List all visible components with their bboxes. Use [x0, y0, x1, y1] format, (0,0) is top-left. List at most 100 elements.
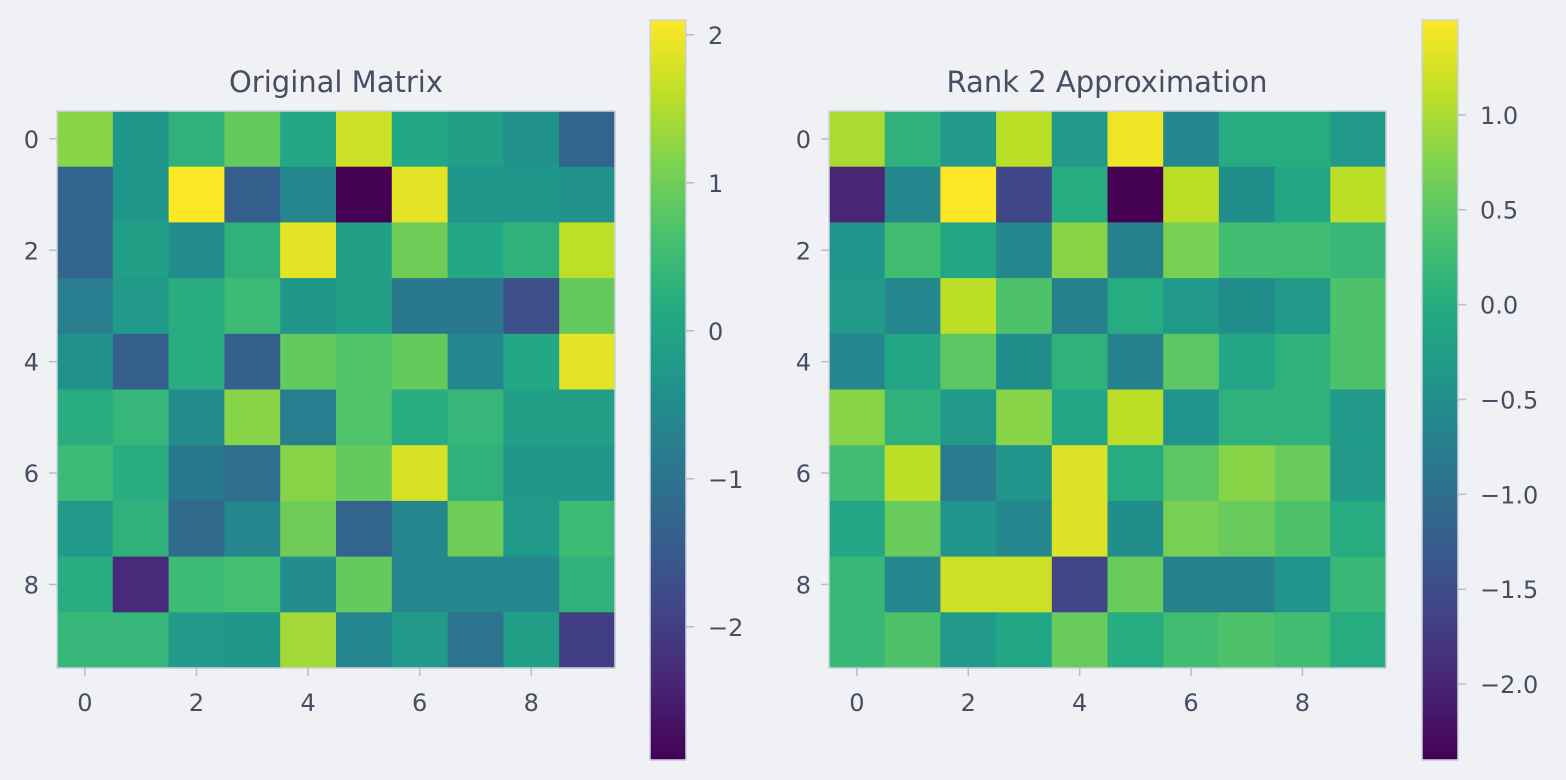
heatmap-cell	[1218, 278, 1276, 335]
heatmap-cell	[1051, 333, 1109, 391]
colorbar-segment	[1422, 365, 1458, 373]
heatmap-cell	[57, 500, 114, 558]
colorbar-segment	[650, 124, 686, 132]
colorbar-segment	[650, 192, 686, 200]
colorbar-segment	[1422, 599, 1458, 607]
heatmap-cell	[57, 389, 114, 446]
colorbar-segment	[650, 143, 686, 151]
heatmap-cell	[1107, 389, 1164, 446]
colorbar-segment	[650, 32, 686, 40]
colorbar-segment	[1422, 575, 1458, 582]
heatmap-cell	[336, 556, 393, 613]
heatmap-cell	[829, 278, 886, 335]
heatmap-cell	[1330, 500, 1387, 558]
colorbar-segment	[650, 686, 686, 693]
heatmap-cell	[884, 500, 941, 558]
colorbar-segment	[1422, 698, 1458, 706]
colorbar-segment	[650, 118, 686, 126]
heatmap-cell	[1163, 612, 1220, 669]
colorbar-segment	[650, 531, 686, 539]
colorbar-segment	[650, 544, 686, 551]
y-tick-label: 2	[24, 237, 39, 265]
heatmap-cell	[884, 222, 941, 279]
heatmap-cell	[559, 556, 616, 613]
heatmap-cell	[391, 111, 449, 168]
colorbar-segment	[1422, 630, 1458, 638]
colorbar-segment	[1422, 716, 1458, 724]
colorbar-segment	[1422, 470, 1458, 477]
heatmap-cell	[447, 445, 504, 502]
x-tick-label: 0	[77, 689, 92, 717]
heatmap-cell	[447, 500, 504, 558]
heatmap-cell	[1274, 111, 1331, 168]
colorbar-frame	[649, 19, 687, 761]
chart-title: Original Matrix	[229, 65, 443, 99]
heatmap-cell	[1163, 222, 1220, 279]
heatmap-cell	[884, 445, 941, 502]
heatmap-cell	[57, 445, 114, 502]
heatmap-cell	[1274, 222, 1331, 279]
colorbar-segment	[1422, 100, 1458, 107]
colorbar-tick-label: −1.0	[1480, 481, 1538, 509]
heatmap-cell	[1218, 445, 1276, 502]
colorbar-segment	[1422, 568, 1458, 576]
heatmap-cell	[391, 612, 449, 669]
colorbar-segment	[1422, 482, 1458, 490]
colorbar-segment	[650, 383, 686, 391]
colorbar-segment	[1422, 692, 1458, 699]
colorbar-segment	[650, 112, 686, 120]
colorbar-segment	[1422, 377, 1458, 385]
colorbar-segment	[650, 741, 686, 749]
heatmap-cell	[1051, 556, 1109, 613]
heatmap-cell	[1051, 278, 1109, 335]
colorbar-segment	[1422, 155, 1458, 163]
heatmap-cell	[1163, 166, 1220, 223]
colorbar-segment	[1422, 655, 1458, 662]
heatmap-cell	[57, 612, 114, 669]
heatmap-cell	[1330, 166, 1387, 223]
colorbar-segment	[1422, 624, 1458, 632]
colorbar-segment	[1422, 729, 1458, 736]
heatmap-cell	[940, 166, 997, 223]
colorbar-segment	[650, 420, 686, 428]
heatmap-cell	[391, 389, 449, 446]
colorbar-segment	[1422, 131, 1458, 138]
heatmap-cell	[996, 222, 1053, 279]
y-tick-label: 6	[24, 460, 39, 488]
colorbar-segment	[1422, 198, 1458, 206]
heatmap-cell	[559, 333, 616, 391]
colorbar-segment	[650, 642, 686, 650]
colorbar-segment	[650, 198, 686, 206]
colorbar-segment	[1422, 649, 1458, 656]
heatmap-cell	[829, 389, 886, 446]
heatmap-cell	[1051, 222, 1109, 279]
heatmap-cell	[940, 111, 997, 168]
colorbar-tick-label: 1	[708, 170, 723, 198]
heatmap-cell	[224, 278, 281, 335]
colorbar-segment	[1422, 507, 1458, 514]
heatmap-cell	[829, 612, 886, 669]
heatmap-cell	[224, 556, 281, 613]
colorbar: −2 −1 0 1 2	[649, 19, 743, 761]
heatmap-cell	[1218, 389, 1276, 446]
heatmap-cell	[829, 111, 886, 168]
y-axis: 0 2 4 6 8	[24, 126, 57, 599]
heatmap-cell	[996, 333, 1053, 391]
heatmap-cell	[1218, 556, 1276, 613]
colorbar-segment	[1422, 44, 1458, 52]
heatmap-cell	[503, 556, 560, 613]
x-tick-label: 2	[961, 689, 976, 717]
heatmap-cell	[391, 333, 449, 391]
heatmap-cell	[1330, 612, 1387, 669]
colorbar-segment	[650, 655, 686, 662]
colorbar-segment	[1422, 94, 1458, 101]
heatmap-cell	[503, 612, 560, 669]
heatmap-cell	[1107, 166, 1164, 223]
colorbar-tick-label: 2	[708, 22, 723, 50]
colorbar-segment	[650, 439, 686, 447]
heatmap-cell	[336, 278, 393, 335]
colorbar: −2.0 −1.5 −1.0 −0.5 0.0 0.5 1.0	[1421, 19, 1538, 761]
colorbar-segment	[1422, 562, 1458, 570]
colorbar-segment	[1422, 359, 1458, 366]
heatmap-cell	[336, 111, 393, 168]
